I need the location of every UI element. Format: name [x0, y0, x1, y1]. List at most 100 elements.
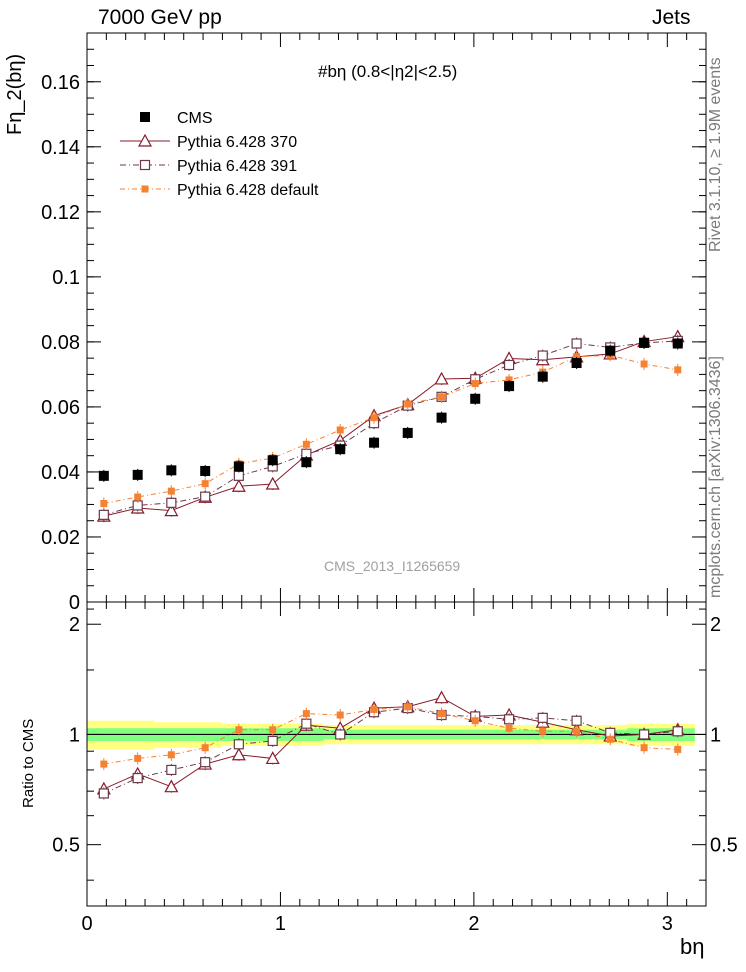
point-pdefault [302, 710, 310, 718]
point-cms [98, 470, 109, 481]
y-tick-label-main: 0.04 [41, 462, 80, 484]
point-pdefault [505, 724, 513, 732]
series-line-pdefault [103, 354, 678, 504]
point-p391 [166, 764, 177, 776]
y-tick-label-main: 0.08 [41, 332, 80, 354]
point-pdefault [100, 760, 108, 768]
y-tick-label-main: 0.12 [41, 202, 80, 224]
point-pdefault [573, 727, 581, 735]
legend: CMS Pythia 6.428 370 Pythia 6.428 391 Pythi… [120, 110, 319, 199]
header-right-label: Jets [652, 6, 691, 29]
point-p391 [233, 739, 244, 750]
y-tick-label-main: 0.16 [41, 72, 80, 94]
header-left-label: 7000 GeV pp [98, 6, 222, 29]
y-tick-label-main: 0 [69, 592, 80, 614]
point-pdefault [167, 487, 175, 495]
tick-labels: 0 0.02 0.04 0.06 0.08 0.1 0.12 0.14 0.16 0 1 2 3 0.5 0… [41, 72, 738, 935]
point-cms [267, 455, 278, 466]
point-p391 [166, 497, 177, 508]
x-axis-label: bη [680, 934, 705, 959]
y-tick-label-main: 0.06 [41, 397, 80, 419]
point-cms [132, 469, 143, 480]
point-pdefault [404, 400, 412, 408]
point-pdefault [640, 360, 648, 368]
point-pdefault [606, 735, 614, 743]
point-p391 [571, 338, 582, 349]
point-p391 [200, 491, 211, 502]
point-pdefault [674, 366, 682, 374]
ratio-tick-label-right: 0.5 [710, 835, 738, 857]
point-cms [672, 338, 683, 349]
point-pdefault [269, 726, 277, 734]
point-pdefault [674, 745, 682, 753]
y-axis-label-ratio: Ratio to CMS [20, 718, 37, 808]
point-p370 [265, 476, 280, 490]
x-tick-label: 1 [275, 913, 286, 935]
point-cms [233, 461, 244, 472]
point-cms [335, 444, 346, 455]
point-pdefault [336, 711, 344, 719]
point-cms [537, 371, 548, 382]
ratio-tick-label-right: 1 [710, 724, 721, 746]
ratio-panel-marks [96, 690, 685, 800]
point-cms [301, 457, 312, 468]
point-cms [639, 337, 650, 348]
point-pdefault [336, 426, 344, 434]
point-pdefault [370, 414, 378, 422]
point-pdefault [573, 353, 581, 361]
point-p391 [638, 729, 650, 740]
point-cms [402, 427, 413, 438]
point-pdefault [438, 710, 446, 718]
point-pdefault [404, 703, 412, 711]
point-p391 [503, 359, 515, 371]
point-cms [571, 358, 582, 369]
point-pdefault [167, 751, 175, 759]
point-pdefault [134, 754, 142, 762]
point-p391 [98, 509, 109, 520]
ratio-tick-label-right: 2 [710, 614, 721, 636]
y-axis-label-main: Fη_2(bη) [4, 53, 26, 135]
legend-marker-pdefault [141, 185, 149, 193]
x-tick-label: 3 [662, 913, 673, 935]
point-pdefault [640, 744, 648, 752]
watermark: CMS_2013_I1265659 [324, 558, 461, 574]
ratio-tick-label-left: 2 [69, 614, 80, 636]
point-p370 [231, 747, 246, 761]
ratio-tick-label-left: 1 [69, 724, 80, 746]
legend-marker-cms [140, 112, 150, 122]
point-p391 [537, 350, 548, 361]
legend-label-p391: Pythia 6.428 391 [177, 158, 297, 175]
point-pdefault [100, 499, 108, 507]
ratio-tick-label-left: 0.5 [52, 835, 80, 857]
x-tick-label: 2 [468, 913, 479, 935]
point-p370 [265, 751, 280, 765]
y-tick-label-main: 0.1 [52, 267, 80, 289]
point-p391 [301, 718, 312, 729]
legend-label-p370: Pythia 6.428 370 [177, 134, 297, 151]
point-p391 [571, 715, 582, 726]
x-tick-label: 0 [81, 913, 92, 935]
chart-title: #bη (0.8<|η2|<2.5) [318, 62, 458, 81]
mcplots-label: mcplots.cern.ch [arXiv:1306.3436] [707, 356, 724, 598]
series-line-p391 [103, 340, 678, 516]
legend-label-pdefault: Pythia 6.428 default [177, 182, 319, 199]
point-cms [369, 437, 380, 448]
ratio-panel-frame [86, 601, 707, 907]
series-line-p370 [103, 336, 678, 517]
point-pdefault [370, 705, 378, 713]
point-pdefault [302, 440, 310, 448]
point-pdefault [134, 493, 142, 501]
point-pdefault [471, 380, 479, 388]
series-line-pdefault [103, 706, 678, 765]
point-pdefault [505, 376, 513, 384]
point-p391 [537, 712, 548, 723]
point-p370 [434, 690, 449, 704]
point-cms [200, 465, 211, 476]
point-p391 [233, 470, 244, 481]
point-p391 [335, 729, 346, 740]
ratio-panel-axes [86, 601, 707, 907]
point-pdefault [201, 480, 209, 488]
point-p370 [434, 371, 449, 385]
point-p391 [267, 735, 278, 747]
